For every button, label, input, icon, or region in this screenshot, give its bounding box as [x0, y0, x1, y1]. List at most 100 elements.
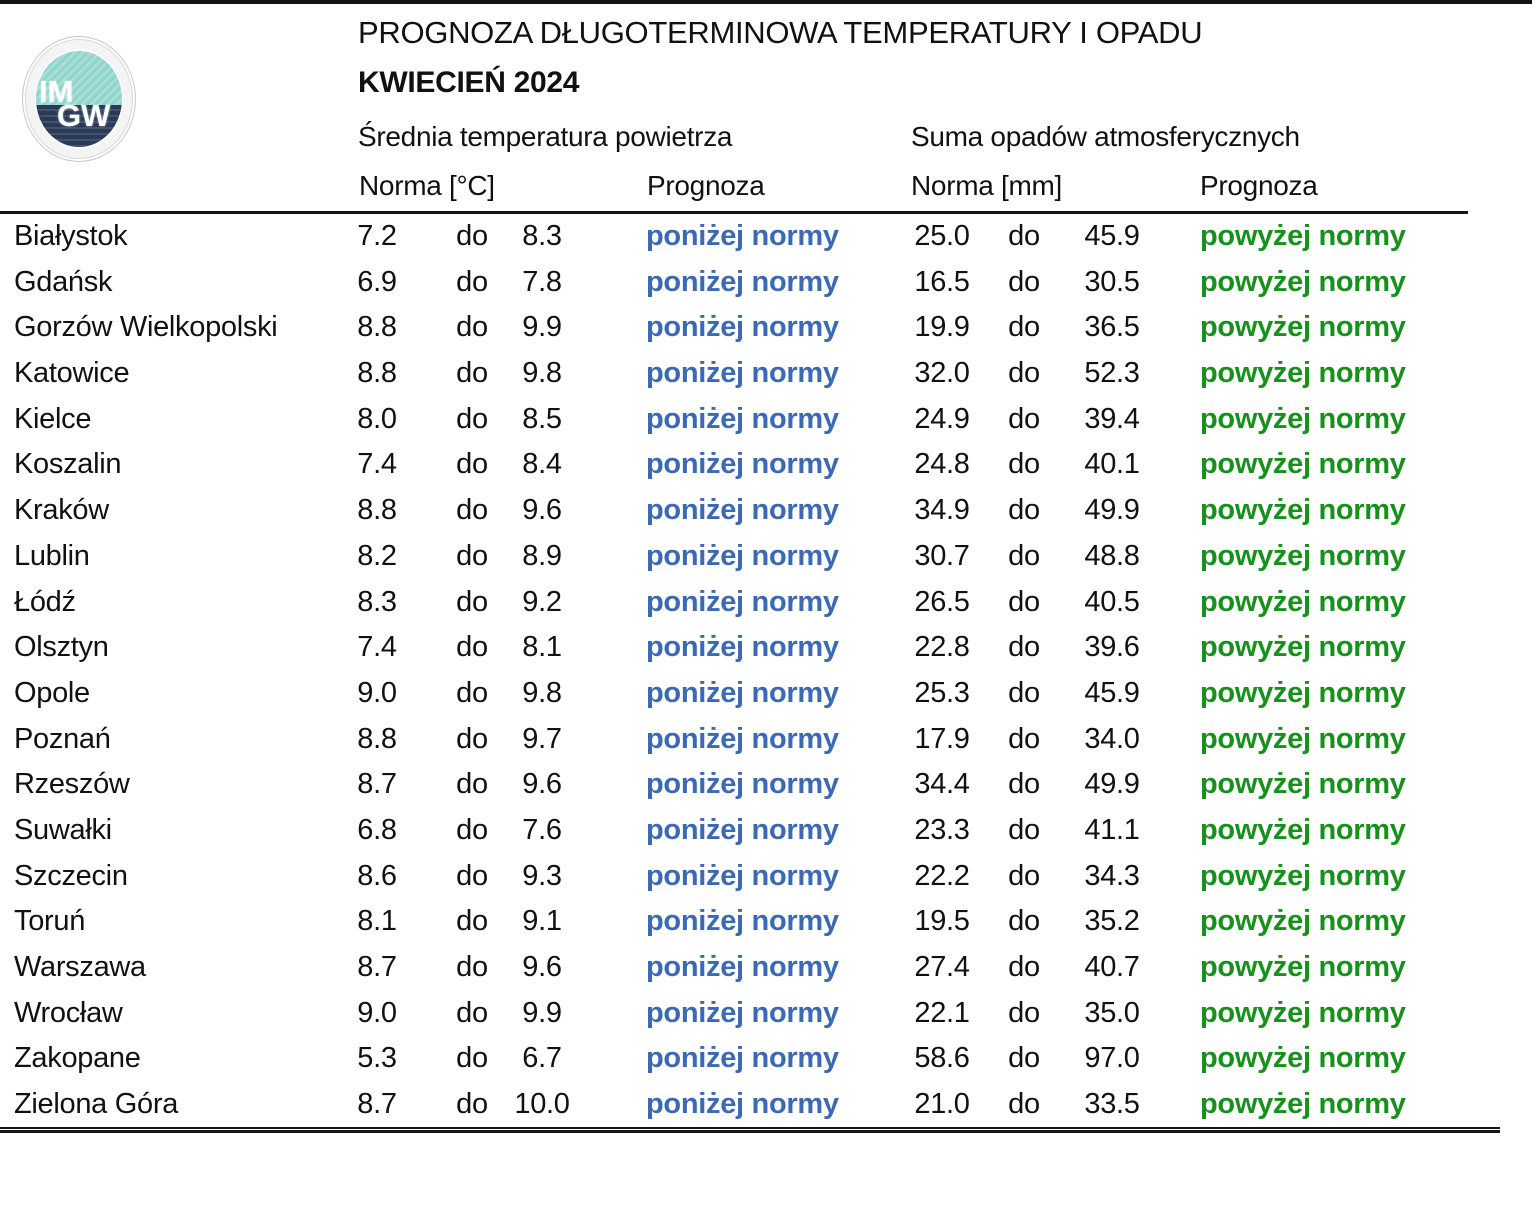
precip-norm-low-cell: 22.8 — [914, 631, 970, 664]
table-row: Rzeszów 8.7 do 9.6 poniżej normy 34.4 do… — [0, 762, 1536, 808]
table-row: Katowice 8.8 do 9.8 poniżej normy 32.0 d… — [0, 351, 1536, 397]
precip-norm-high-cell: 48.8 — [1084, 539, 1140, 572]
temp-forecast-cell: poniżej normy — [646, 448, 839, 481]
precip-forecast-cell: powyżej normy — [1200, 311, 1406, 344]
city-cell: Zakopane — [14, 1042, 141, 1075]
temp-norm-high-cell: 7.8 — [522, 265, 562, 298]
temp-forecast-cell: poniżej normy — [646, 722, 839, 755]
temp-norm-high-cell: 9.1 — [522, 905, 562, 938]
temp-range-separator: do — [456, 722, 488, 755]
precip-norm-high-cell: 40.5 — [1084, 585, 1140, 618]
temp-forecast-cell: poniżej normy — [646, 1042, 839, 1075]
table-row: Olsztyn 7.4 do 8.1 poniżej normy 22.8 do… — [0, 625, 1536, 671]
precip-norm-high-cell: 39.6 — [1084, 631, 1140, 664]
city-cell: Lublin — [14, 539, 90, 572]
precip-range-separator: do — [1008, 448, 1040, 481]
table-row: Opole 9.0 do 9.8 poniżej normy 25.3 do 4… — [0, 671, 1536, 717]
precip-range-separator: do — [1008, 585, 1040, 618]
precip-range-separator: do — [1008, 951, 1040, 983]
temp-norm-high-cell: 9.3 — [522, 859, 562, 892]
precip-forecast-cell: powyżej normy — [1200, 722, 1406, 755]
temp-range-separator: do — [456, 905, 488, 938]
city-cell: Wrocław — [14, 996, 123, 1029]
precip-norm-low-cell: 17.9 — [914, 722, 970, 755]
temp-norm-low-cell: 7.2 — [357, 220, 397, 252]
precip-range-separator: do — [1008, 631, 1040, 664]
precip-norm-low-cell: 22.2 — [914, 859, 970, 892]
table-row: Białystok 7.2 do 8.3 poniżej normy 25.0 … — [0, 214, 1536, 260]
temp-forecast-cell: poniżej normy — [646, 813, 839, 846]
temp-range-separator: do — [456, 813, 488, 846]
temp-forecast-cell: poniżej normy — [646, 1088, 839, 1121]
city-cell: Warszawa — [14, 951, 146, 983]
precip-norm-low-cell: 24.9 — [914, 402, 970, 435]
temp-norm-high-cell: 9.8 — [522, 676, 562, 709]
temp-forecast-cell: poniżej normy — [646, 631, 839, 664]
precip-range-separator: do — [1008, 813, 1040, 846]
table-row: Suwałki 6.8 do 7.6 poniżej normy 23.3 do… — [0, 808, 1536, 854]
temp-norm-low-cell: 8.8 — [357, 494, 397, 527]
precip-range-separator: do — [1008, 996, 1040, 1029]
logo-text-im: IM — [39, 73, 74, 109]
precip-norm-high-cell: 34.0 — [1084, 722, 1140, 755]
table-row: Łódź 8.3 do 9.2 poniżej normy 26.5 do 40… — [0, 580, 1536, 626]
temp-range-separator: do — [456, 402, 488, 435]
temp-forecast-cell: poniżej normy — [646, 585, 839, 618]
precip-range-separator: do — [1008, 494, 1040, 527]
precip-norm-low-cell: 30.7 — [914, 539, 970, 572]
temp-range-separator: do — [456, 448, 488, 481]
temp-norm-high-cell: 10.0 — [514, 1088, 570, 1121]
temp-forecast-cell: poniżej normy — [646, 996, 839, 1029]
precip-norm-low-cell: 24.8 — [914, 448, 970, 481]
temp-norm-high-cell: 8.5 — [522, 402, 562, 435]
precip-norm-low-cell: 25.3 — [914, 676, 970, 709]
temp-norm-low-cell: 6.8 — [357, 813, 397, 846]
table-row: Warszawa 8.7 do 9.6 poniżej normy 27.4 d… — [0, 945, 1536, 991]
temp-range-separator: do — [456, 220, 488, 252]
city-cell: Białystok — [14, 220, 128, 252]
temp-norm-low-cell: 8.7 — [357, 1088, 397, 1121]
precip-norm-low-cell: 58.6 — [914, 1042, 970, 1075]
precip-forecast-cell: powyżej normy — [1200, 905, 1406, 938]
temp-norm-high-cell: 9.9 — [522, 996, 562, 1029]
precip-norm-high-cell: 36.5 — [1084, 311, 1140, 344]
precip-norm-high-cell: 35.0 — [1084, 996, 1140, 1029]
temp-forecast-cell: poniżej normy — [646, 768, 839, 801]
temp-norm-high-cell: 9.7 — [522, 722, 562, 755]
temp-norm-high-cell: 9.2 — [522, 585, 562, 618]
temp-norm-high-cell: 8.1 — [522, 631, 562, 664]
city-cell: Szczecin — [14, 859, 128, 892]
precip-norm-low-cell: 19.5 — [914, 905, 970, 938]
city-cell: Kraków — [14, 494, 109, 527]
precip-range-separator: do — [1008, 220, 1040, 252]
bottom-rule — [0, 1127, 1500, 1133]
precip-norm-high-cell: 39.4 — [1084, 402, 1140, 435]
precip-norm-high-cell: 33.5 — [1084, 1088, 1140, 1121]
city-cell: Łódź — [14, 585, 76, 618]
precip-range-separator: do — [1008, 539, 1040, 572]
temp-norm-low-cell: 7.4 — [357, 631, 397, 664]
temp-range-separator: do — [456, 631, 488, 664]
page-title: PROGNOZA DŁUGOTERMINOWA TEMPERATURY I OP… — [358, 15, 1203, 50]
temp-forecast-cell: poniżej normy — [646, 905, 839, 938]
precip-range-separator: do — [1008, 722, 1040, 755]
section-label-precipitation: Suma opadów atmosferycznych — [911, 121, 1300, 152]
temp-range-separator: do — [456, 265, 488, 298]
table-row: Koszalin 7.4 do 8.4 poniżej normy 24.8 d… — [0, 442, 1536, 488]
temp-norm-high-cell: 9.9 — [522, 311, 562, 344]
temp-range-separator: do — [456, 996, 488, 1029]
col-header-precip-prognoza: Prognoza — [1200, 170, 1318, 201]
temp-norm-low-cell: 7.4 — [357, 448, 397, 481]
precip-norm-high-cell: 49.9 — [1084, 768, 1140, 801]
precip-forecast-cell: powyżej normy — [1200, 494, 1406, 527]
temp-norm-high-cell: 9.6 — [522, 951, 562, 983]
temp-norm-low-cell: 5.3 — [357, 1042, 397, 1075]
precip-range-separator: do — [1008, 402, 1040, 435]
temp-norm-low-cell: 8.7 — [357, 951, 397, 983]
precip-forecast-cell: powyżej normy — [1200, 402, 1406, 435]
temp-norm-high-cell: 8.3 — [522, 220, 562, 252]
temp-forecast-cell: poniżej normy — [646, 676, 839, 709]
temp-range-separator: do — [456, 1088, 488, 1121]
table-row: Toruń 8.1 do 9.1 poniżej normy 19.5 do 3… — [0, 899, 1536, 945]
